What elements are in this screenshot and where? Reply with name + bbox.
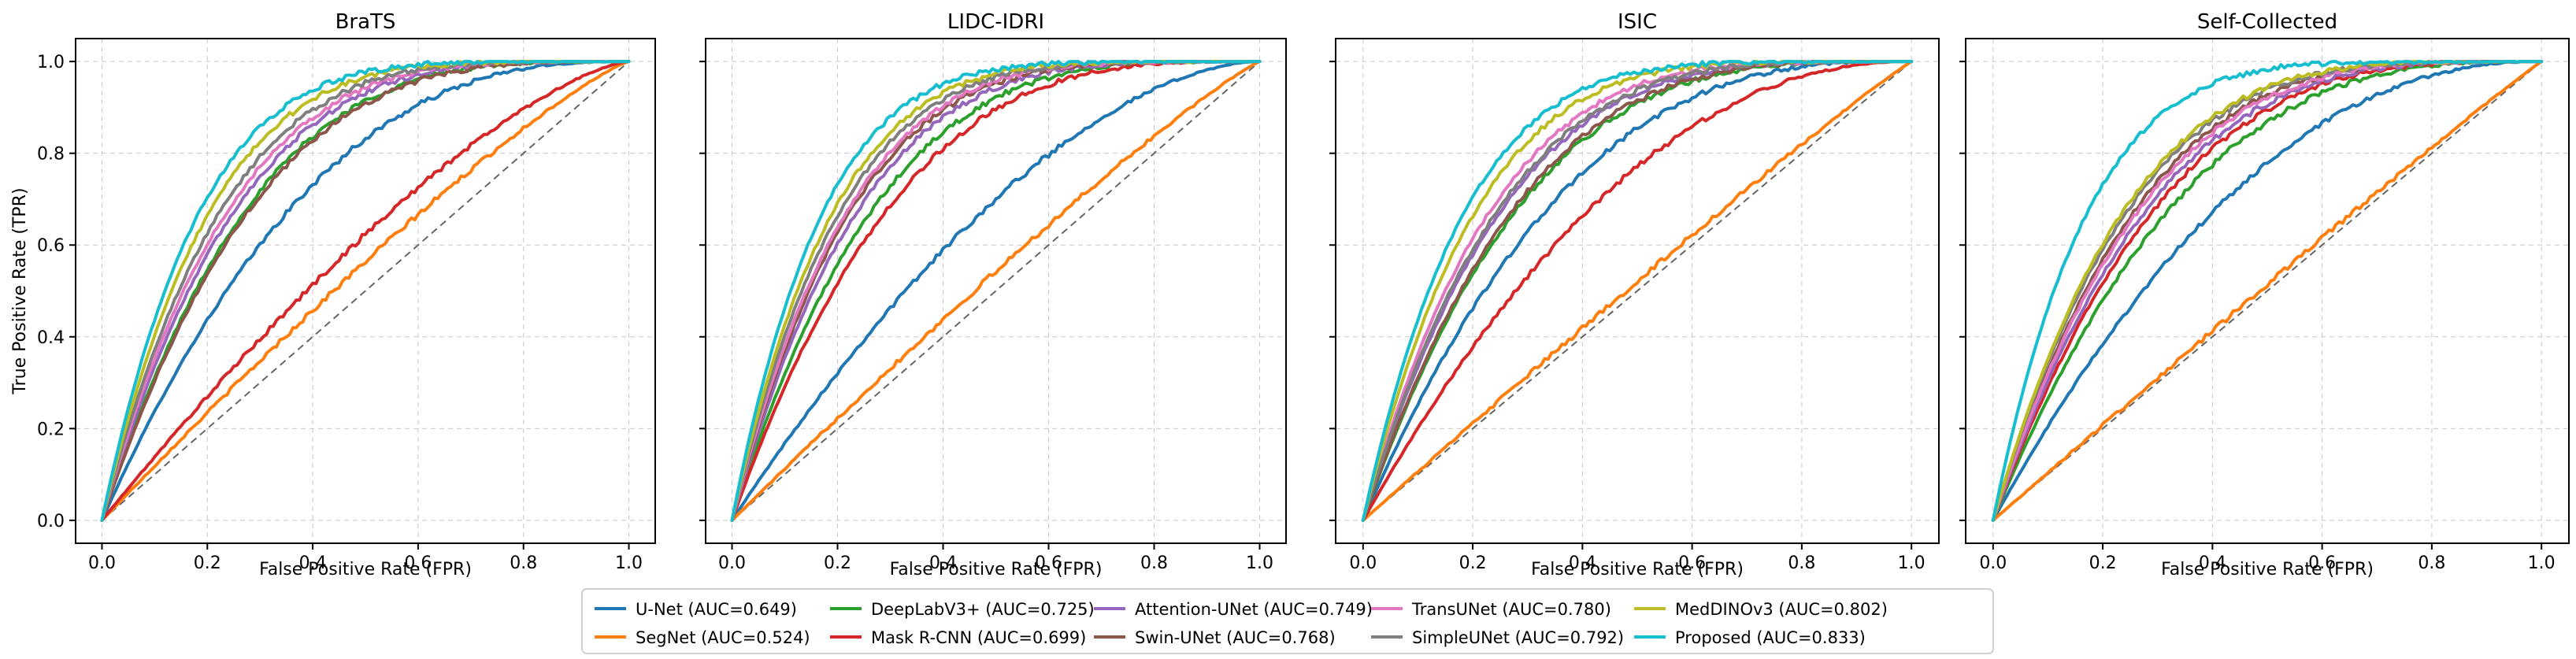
panels: BraTS 0.0 0.2 0.4 0.6 0.8 1.0 0.0 0.2 0.4 0.6 0.8 1.… (10, 10, 2570, 579)
legend-item-deeplabv3: DeepLabV3+ (AUC=0.725) (830, 600, 1095, 619)
legend-item-mask-r-cnn: Mask R-CNN (AUC=0.699) (830, 628, 1086, 647)
legend-item-simpleunet: SimpleUNet (AUC=0.792) (1371, 628, 1624, 647)
y-axis-label: True Positive Rate (TPR) (10, 187, 30, 394)
roc-curve-proposed (730, 60, 1262, 522)
x-tick-label: 0.8 (1140, 553, 1168, 573)
x-axis-label: False Positive Rate (FPR) (1531, 560, 1744, 579)
roc-curve-mask-r-cnn (1361, 60, 1914, 522)
x-tick-label: 0.8 (2418, 553, 2445, 573)
panel-lidc-idri: LIDC-IDRI 0.0 0.2 0.4 0.6 0.8 1.0 False Positiv… (699, 10, 1287, 579)
roc-curve-proposed (1991, 60, 2544, 522)
chance-diagonal (101, 61, 630, 521)
x-tick-label: 0.6 (2308, 553, 2336, 573)
x-tick-label: 0.2 (824, 553, 851, 573)
legend-item-u-net: U-Net (AUC=0.649) (595, 600, 797, 619)
roc-curve-segnet (1361, 60, 1914, 522)
roc-curve-mask-r-cnn (100, 60, 631, 522)
y-tick-label: 0.2 (37, 420, 65, 439)
legend-label: Attention-UNet (AUC=0.749) (1135, 600, 1373, 619)
roc-curve-proposed (100, 60, 631, 522)
y-tick-label: 0.6 (37, 236, 65, 256)
legend-label: SimpleUNet (AUC=0.792) (1412, 628, 1624, 647)
legend-label: DeepLabV3+ (AUC=0.725) (871, 600, 1095, 619)
x-tick-label: 0.4 (1569, 553, 1596, 573)
roc-curve-u-net (100, 60, 631, 522)
legend-label: Mask R-CNN (AUC=0.699) (871, 628, 1086, 647)
x-tick-label: 0.2 (2089, 553, 2117, 573)
chance-diagonal (731, 61, 1261, 521)
chance-diagonal (1992, 61, 2542, 521)
x-tick-label: 0.8 (1788, 553, 1815, 573)
x-tick-label: 0.0 (1349, 553, 1377, 573)
roc-curve-segnet (730, 60, 1262, 522)
legend-label: TransUNet (AUC=0.780) (1411, 600, 1611, 619)
y-tick-label: 0.4 (37, 328, 65, 348)
roc-curves (1361, 60, 1914, 522)
panel-title: Self-Collected (2197, 10, 2337, 34)
panel-title: ISIC (1618, 10, 1657, 34)
legend-item-swin-unet: Swin-UNet (AUC=0.768) (1094, 628, 1336, 647)
panel-isic: ISIC 0.0 0.2 0.4 0.6 0.8 1.0 False Positive Rat… (1329, 10, 1940, 579)
x-tick-label: 0.2 (194, 553, 221, 573)
axes-frame (75, 38, 656, 544)
legend-item-meddinov3: MedDINOv3 (AUC=0.802) (1634, 600, 1888, 619)
legend-label: U-Net (AUC=0.649) (636, 600, 797, 619)
x-axis-label: False Positive Rate (FPR) (259, 560, 472, 579)
chance-diagonal (1362, 61, 1912, 521)
x-tick-label: 1.0 (615, 553, 643, 573)
y-tick-label: 0.0 (37, 512, 65, 531)
panel-title: BraTS (335, 10, 396, 34)
legend-item-attention-unet: Attention-UNet (AUC=0.749) (1094, 600, 1373, 619)
x-tick-label: 1.0 (2528, 553, 2556, 573)
roc-curves (730, 60, 1262, 522)
legend-item-transunet: TransUNet (AUC=0.780) (1371, 600, 1611, 619)
x-tick-label: 1.0 (1898, 553, 1926, 573)
x-tick-label: 0.6 (404, 553, 432, 573)
legend: U-Net (AUC=0.649) SegNet (AUC=0.524) DeepL… (581, 588, 1994, 654)
y-tick-label: 0.8 (37, 145, 65, 165)
panel-self-collected: Self-Collected 0.0 0.2 0.4 0.6 0.8 1.0 False Po… (1959, 10, 2570, 579)
roc-curve-u-net (1991, 60, 2544, 522)
axes-frame (705, 38, 1287, 544)
x-tick-label: 0.4 (2199, 553, 2226, 573)
roc-curve-u-net (730, 60, 1262, 522)
x-tick-label: 1.0 (1246, 553, 1273, 573)
x-tick-label: 0.0 (88, 553, 116, 573)
legend-label: SegNet (AUC=0.524) (636, 628, 810, 647)
grid (76, 39, 655, 543)
y-tick-label: 1.0 (37, 53, 65, 72)
roc-curve-segnet (1991, 60, 2544, 522)
x-tick-label: 0.2 (1459, 553, 1487, 573)
legend-label: Swin-UNet (AUC=0.768) (1135, 628, 1336, 647)
legend-item-proposed: Proposed (AUC=0.833) (1634, 628, 1866, 647)
legend-item-segnet: SegNet (AUC=0.524) (595, 628, 810, 647)
x-tick-label: 0.8 (510, 553, 537, 573)
legend-label: Proposed (AUC=0.833) (1675, 628, 1866, 647)
x-tick-label: 0.6 (1678, 553, 1706, 573)
roc-curve-proposed (1361, 60, 1914, 522)
panel-title: LIDC-IDRI (947, 10, 1044, 34)
x-tick-label: 0.0 (718, 553, 746, 573)
axes-frame (1335, 38, 1940, 544)
panel-brats: BraTS 0.0 0.2 0.4 0.6 0.8 1.0 0.0 0.2 0.4 0.6 0.8 1.… (10, 10, 656, 579)
roc-curves (100, 60, 631, 522)
roc-curves (1991, 60, 2544, 522)
x-tick-label: 0.6 (1035, 553, 1062, 573)
x-tick-label: 0.4 (299, 553, 327, 573)
x-axis-label: False Positive Rate (FPR) (890, 560, 1103, 579)
axes-frame (1965, 38, 2570, 544)
legend-label: MedDINOv3 (AUC=0.802) (1675, 600, 1888, 619)
x-axis-label: False Positive Rate (FPR) (2161, 560, 2374, 579)
grid (706, 39, 1286, 543)
x-tick-label: 0.0 (1979, 553, 2007, 573)
x-tick-label: 0.4 (929, 553, 957, 573)
roc-curve-segnet (100, 60, 631, 522)
